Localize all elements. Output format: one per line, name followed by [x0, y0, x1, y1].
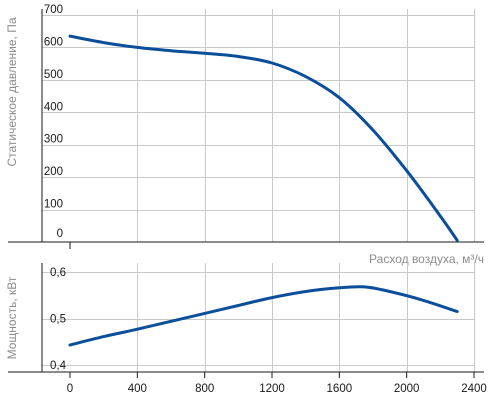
pressure-y-tick-label: 500 — [44, 69, 63, 81]
power-grid — [42, 263, 475, 372]
airflow-x-tick-label: 800 — [195, 383, 214, 395]
pressure-y-tick-label: 400 — [44, 101, 63, 113]
pressure-grid — [42, 9, 475, 242]
power-y-tick-labels: 0,4 0,5 0,6 — [50, 267, 67, 372]
pressure-y-tick-label: 0 — [57, 228, 63, 240]
airflow-x-tick-label: 2400 — [461, 383, 487, 395]
power-chart: 0,4 0,5 0,6 0 400 800 1200 1600 2000 2400 Мощнос… — [5, 263, 487, 395]
pressure-y-tick-labels: 0 100 200 300 400 500 600 700 — [44, 4, 63, 240]
pressure-y-tick-label: 300 — [44, 134, 63, 146]
power-curve — [68, 285, 459, 347]
pressure-y-tick-label: 200 — [44, 166, 63, 178]
pressure-y-tick-label: 100 — [44, 199, 63, 211]
pressure-curve — [68, 34, 459, 242]
power-y-tick-label: 0,6 — [50, 267, 66, 279]
pressure-chart: 0 100 200 300 400 500 600 700 Статическое давле… — [5, 4, 484, 266]
pressure-axis-title: Статическое давление, Па — [5, 17, 19, 166]
power-axis-title: Мощность, кВт — [5, 276, 19, 359]
airflow-x-tick-label: 2000 — [394, 383, 420, 395]
airflow-x-tick-label: 1200 — [259, 383, 285, 395]
airflow-x-tick-label: 400 — [128, 383, 147, 395]
power-y-tick-label: 0,5 — [50, 314, 66, 326]
power-y-tick-label: 0,4 — [50, 360, 67, 372]
pressure-y-tick-label: 700 — [44, 4, 63, 16]
pressure-y-tick-label: 600 — [44, 36, 63, 48]
airflow-axis-title: Расход воздуха, м³/ч — [369, 252, 484, 266]
airflow-x-tick-labels: 0 400 800 1200 1600 2000 2400 — [67, 372, 487, 395]
airflow-x-tick-label: 0 — [67, 383, 73, 395]
airflow-x-tick-label: 1600 — [327, 383, 353, 395]
